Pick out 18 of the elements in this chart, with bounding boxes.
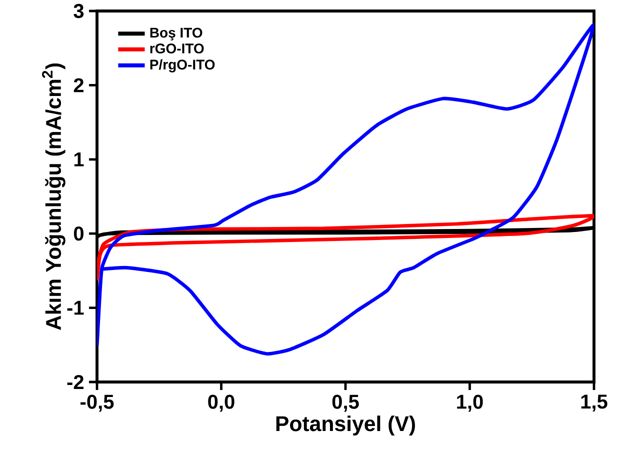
x-tick-label: 0,0 — [208, 394, 234, 412]
line-series — [97, 214, 594, 282]
x-tick-label: 1,0 — [457, 394, 483, 412]
y-tick-label: 2 — [74, 78, 84, 92]
x-tick-label: 1,5 — [581, 394, 608, 412]
y-tick-label: -2 — [67, 375, 84, 389]
line-series — [97, 23, 594, 356]
y-tick-label: 3 — [74, 4, 84, 18]
x-tick-label: 0,5 — [332, 394, 359, 412]
y-tick-label: 0 — [74, 226, 84, 241]
legend-label: P/rgO-ITO — [150, 59, 215, 72]
x-axis-title: Potansiyel (V) — [276, 416, 415, 436]
legend-label: Boş ITO — [150, 28, 202, 40]
x-tick-label: -0,5 — [80, 394, 114, 412]
y-tick-label: 1 — [74, 152, 84, 166]
y-tick-label: -1 — [67, 300, 84, 315]
legend-label: rGO-ITO — [150, 44, 204, 54]
y-axis-title: Akım Yoğunluğu (mA/cm$^{2}$) — [42, 64, 66, 330]
